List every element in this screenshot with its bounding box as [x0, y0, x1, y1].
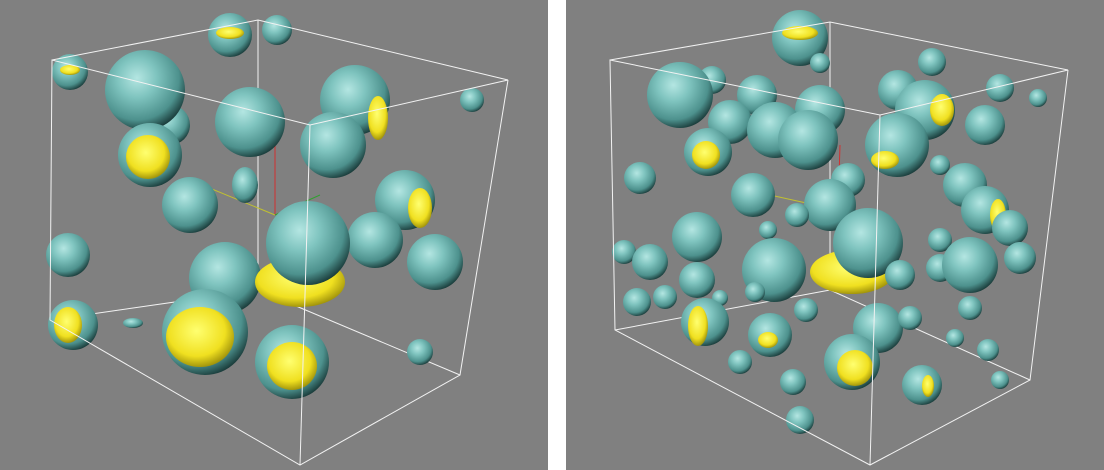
sphere [623, 288, 651, 316]
edge [49, 19, 509, 466]
box-front [609, 21, 1069, 466]
sphere [745, 282, 765, 302]
sphere [1029, 89, 1047, 107]
left-view [0, 0, 548, 470]
sphere [123, 318, 143, 328]
cap [166, 307, 234, 367]
sphere [898, 306, 922, 330]
cap [782, 26, 818, 40]
sphere [942, 237, 998, 293]
edge [869, 114, 881, 466]
right-view [566, 0, 1104, 470]
cap [60, 65, 80, 75]
sphere [653, 285, 677, 309]
sphere [46, 233, 90, 277]
sphere [407, 339, 433, 365]
sphere [731, 173, 775, 217]
spheres [46, 13, 484, 399]
cap [408, 188, 432, 228]
sphere [1004, 242, 1036, 274]
sphere [810, 53, 830, 73]
sphere [946, 329, 964, 347]
cap [688, 306, 708, 346]
sphere [460, 88, 484, 112]
sphere [977, 339, 999, 361]
sphere [232, 167, 258, 203]
sphere [728, 350, 752, 374]
sphere [679, 262, 715, 298]
cap [368, 96, 388, 140]
cap [930, 94, 954, 126]
sphere [928, 228, 952, 252]
sphere [992, 210, 1028, 246]
sphere [778, 110, 838, 170]
sphere [632, 244, 668, 280]
sphere [612, 240, 636, 264]
sphere [986, 74, 1014, 102]
sphere [833, 208, 903, 278]
edge [299, 124, 311, 466]
sphere [918, 48, 946, 76]
sphere [624, 162, 656, 194]
sphere [930, 155, 950, 175]
sphere [865, 113, 929, 177]
sphere [786, 406, 814, 434]
sphere [885, 260, 915, 290]
cap [871, 151, 899, 169]
cap [922, 375, 934, 397]
sphere [647, 62, 713, 128]
cap [758, 332, 778, 348]
sphere [794, 298, 818, 322]
sphere [785, 203, 809, 227]
sphere [215, 87, 285, 157]
sphere [780, 369, 806, 395]
edge [609, 21, 1069, 466]
sphere [347, 212, 403, 268]
cap [267, 342, 317, 390]
edge [829, 289, 1031, 381]
sphere [162, 177, 218, 233]
spheres [612, 10, 1047, 434]
sphere [262, 15, 292, 45]
sphere [902, 365, 942, 405]
cap [126, 135, 170, 179]
sphere [672, 212, 722, 262]
box-front [49, 19, 509, 466]
sphere [991, 371, 1009, 389]
cap [837, 350, 873, 386]
cap [692, 141, 720, 169]
sphere [407, 234, 463, 290]
sphere [958, 296, 982, 320]
sphere [105, 50, 185, 130]
sphere [759, 221, 777, 239]
sphere [965, 105, 1005, 145]
sphere [300, 112, 366, 178]
sphere [804, 179, 856, 231]
sphere [266, 201, 350, 285]
cap [216, 27, 244, 39]
